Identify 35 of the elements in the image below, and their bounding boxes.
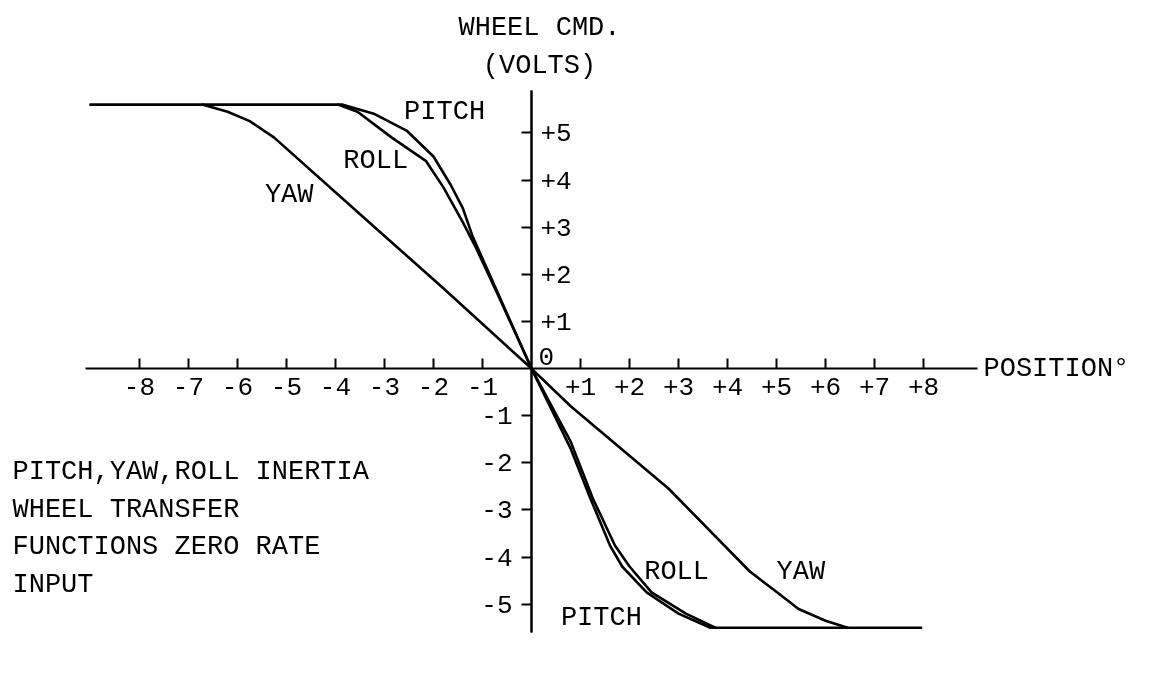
- series-label: ROLL: [644, 556, 710, 587]
- y2-tick-label: +2: [540, 260, 572, 291]
- x-axis-title: POSITION°: [983, 353, 1130, 384]
- x-tick-label: +1: [564, 372, 597, 403]
- annotation: PITCH,YAW,ROLL INERTIA WHEEL TRANSFER FUNCTIONS ZERO RATE INPUT: [12, 457, 370, 600]
- y2-tick-label: +1: [540, 307, 572, 338]
- x-tick-label: -5: [270, 372, 303, 403]
- series-label: PITCH: [404, 96, 486, 127]
- y2-tick-label: +3: [540, 213, 572, 244]
- y-tick-label: -4: [481, 543, 513, 574]
- y-tick-label: -3: [481, 496, 513, 527]
- x-tick-label: +3: [662, 372, 695, 403]
- text: YAW: [264, 179, 314, 210]
- y-tick-label: -5: [481, 590, 513, 621]
- x-tick-label: -3: [368, 372, 401, 403]
- y2-axis-title: WHEEL CMD. (VOLTS): [458, 13, 621, 81]
- x-tick-label: -8: [123, 372, 156, 403]
- x-tick-label: +7: [858, 372, 891, 403]
- x-tick-label: +4: [711, 372, 744, 403]
- x-tick-label: -2: [417, 372, 450, 403]
- x-tick-label: -4: [319, 372, 352, 403]
- x-tick-label: +6: [809, 372, 842, 403]
- y2-tick-label: 0: [538, 342, 555, 373]
- x-tick-label: -6: [221, 372, 254, 403]
- y-tick-label: -1: [481, 402, 513, 433]
- y2-tick-label: +4: [540, 166, 572, 197]
- y-tick-label: -2: [481, 449, 513, 480]
- x-tick-label: +8: [907, 372, 940, 403]
- x-tick-label: -7: [172, 372, 205, 403]
- text: PITCH: [560, 602, 642, 633]
- y2-tick-label: +5: [540, 119, 572, 150]
- x-tick-label: +5: [760, 372, 793, 403]
- text: ROLL: [343, 145, 409, 176]
- x-tick-label: +2: [613, 372, 646, 403]
- series-label: YAW: [776, 556, 826, 587]
